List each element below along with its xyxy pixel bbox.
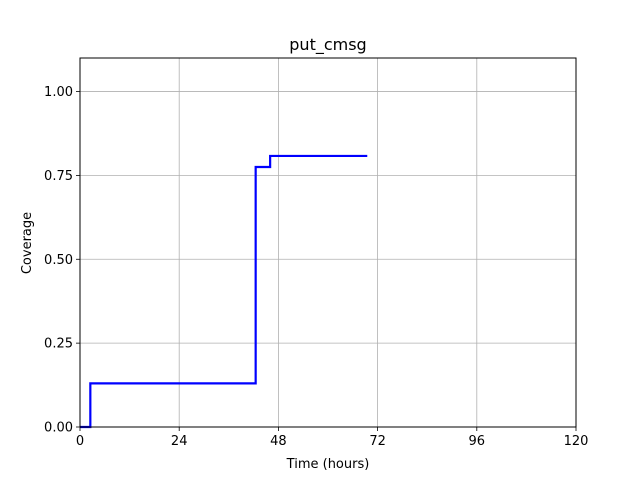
plot-frame <box>79 57 577 428</box>
x-tick-label: 120 <box>564 434 589 449</box>
ticks: 0 24 48 72 96 120 0.00 0.25 0.50 0.75 1.00 <box>44 85 588 449</box>
y-tick-label: 0.00 <box>44 421 73 436</box>
x-tick-label: 24 <box>171 434 188 449</box>
y-tick-label: 0.75 <box>44 169 73 184</box>
x-tick-label: 0 <box>76 434 84 449</box>
y-tick-label: 1.00 <box>44 85 73 100</box>
y-axis-label: Coverage <box>20 212 35 274</box>
y-tick-label: 0.50 <box>44 253 73 268</box>
chart-title: put_cmsg <box>289 35 366 55</box>
series-layer <box>80 154 368 429</box>
x-tick-label: 48 <box>270 434 287 449</box>
y-tick-label: 0.25 <box>44 337 73 352</box>
x-axis-label: Time (hours) <box>286 457 370 472</box>
x-tick-label: 72 <box>369 434 386 449</box>
x-tick-label: 96 <box>469 434 486 449</box>
series-line-0 <box>80 154 368 429</box>
